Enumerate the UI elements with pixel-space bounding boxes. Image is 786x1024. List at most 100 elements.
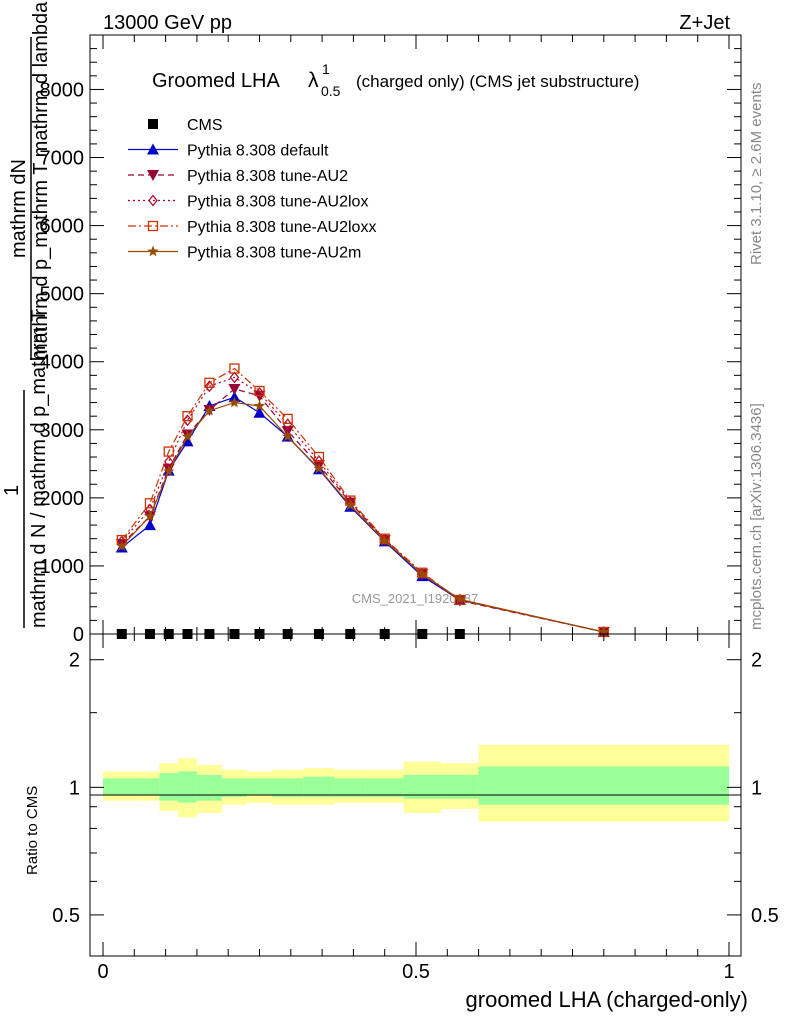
data-point (228, 396, 241, 408)
data-point (313, 451, 325, 463)
ratio-inner-band (334, 778, 366, 797)
ytick-label: 1000 (40, 556, 85, 578)
ratio-inner-band (303, 776, 335, 797)
legend: CMS Pythia 8.308 default Pythia 8.308 tune… (128, 117, 376, 262)
ytick-label: 2000 (40, 488, 85, 510)
data-point (598, 626, 610, 637)
legend-label: Pythia 8.308 tune-AU2 (187, 168, 348, 185)
series-line (121, 367, 604, 633)
data-point (228, 391, 241, 403)
data-point (254, 387, 265, 399)
ratio-inner-band (441, 774, 479, 799)
title-prefix: Groomed LHA (152, 70, 280, 92)
legend-marker (148, 194, 158, 207)
ylabel-numerator: mathrm dN (8, 159, 30, 258)
ytick-label: 3000 (40, 420, 85, 442)
ratio-inner-band (403, 774, 442, 799)
ratio-inner-band (478, 766, 729, 805)
legend-marker (147, 170, 159, 181)
data-point (182, 414, 193, 427)
ratio-ytick-label-right: 1 (751, 777, 762, 799)
title-lambda: λ (308, 69, 319, 92)
data-point (416, 568, 428, 579)
ratio-inner-band (365, 778, 404, 797)
data-point (181, 430, 194, 442)
data-point (181, 435, 194, 447)
ratio-inner-band (178, 771, 197, 803)
mcplots-label: mcplots.cern.ch [arXiv:1306.3436] (748, 403, 765, 630)
main-xaxis-ticks (102, 35, 730, 634)
ratio-xaxis-ticks: 0 0.5 1 (97, 634, 735, 983)
legend-marker (147, 220, 159, 232)
main-panel: 0 1000 2000 3000 4000 5000 6000 7000 8000 CMS_20… (40, 34, 742, 646)
ytick-label: 6000 (40, 216, 85, 238)
data-point (254, 385, 265, 397)
series-line (121, 401, 604, 633)
data-point (253, 400, 266, 411)
title-superscript: 1 (322, 61, 330, 77)
data-point (282, 430, 294, 442)
data-point (163, 465, 175, 477)
legend-marker (147, 245, 159, 257)
data-point (203, 404, 216, 416)
ytick-label: 7000 (40, 148, 85, 170)
data-point (454, 593, 466, 605)
data-point (204, 380, 215, 393)
xtick-label: 0 (97, 961, 108, 983)
series-5 (116, 396, 610, 637)
xtick-label: 1 (723, 961, 734, 983)
legend-label: Pythia 8.308 default (187, 143, 329, 160)
watermark-label: CMS_2021_I1920187 (352, 591, 479, 606)
plot-title: Groomed LHA λ 1 0.5 (charged only) (CMS … (152, 61, 639, 99)
data-point (313, 462, 325, 474)
ratio-ytick-label: 1 (69, 777, 80, 799)
xtick-label: 0.5 (402, 961, 430, 983)
x-axis-label: groomed LHA (charged-only) (466, 987, 748, 1012)
legend-marker (147, 143, 159, 155)
collision-energy-label: 13000 GeV pp (103, 12, 232, 34)
title-subscript: 0.5 (321, 83, 341, 99)
title-suffix: (charged only) (CMS jet substructure) (356, 72, 639, 91)
data-point (229, 371, 240, 384)
ratio-ytick-label-right: 2 (751, 650, 762, 672)
ratio-inner-band (103, 778, 141, 795)
main-yaxis-ticks: 0 1000 2000 3000 4000 5000 6000 7000 8000 (40, 48, 741, 646)
main-ylabel: mathrm dN mathrm d p_mathrm T mathrm d l… (1, 1, 52, 628)
ratio-inner-band (246, 778, 273, 795)
data-point (253, 406, 266, 418)
data-point (144, 510, 156, 522)
data-point (229, 363, 240, 374)
ylabel-left-denominator: mathrm d N / mathrm d p_mathrm T (28, 309, 50, 628)
ytick-label: 0 (73, 624, 84, 646)
ylabel-one: 1 (1, 485, 23, 496)
ratio-inner-band (272, 778, 304, 797)
ratio-inner-band (221, 778, 247, 797)
ratio-inner-band (140, 778, 160, 795)
legend-label: Pythia 8.308 tune-AU2lox (187, 194, 368, 211)
data-point (182, 411, 193, 422)
legend-label: Pythia 8.308 tune-AU2loxx (187, 219, 376, 236)
ratio-yaxis-ticks: 0.5 0.5 1 1 2 2 (52, 650, 779, 927)
data-point (379, 534, 391, 546)
data-point (282, 413, 293, 425)
ratio-bands (103, 744, 729, 822)
rivet-version-label: Rivet 3.1.10, ≥ 2.6M events (748, 83, 765, 266)
ratio-ytick-label: 2 (69, 650, 80, 672)
data-point (344, 499, 356, 511)
legend-label: Pythia 8.308 tune-AU2m (187, 245, 361, 262)
ytick-label: 5000 (40, 284, 85, 306)
ratio-panel: 0.5 0.51 12 2 0 0.5 1 Ratio to CMS (24, 633, 779, 983)
legend-marker (148, 119, 158, 129)
ratio-ylabel: Ratio to CMS (24, 786, 41, 875)
legend-label: CMS (187, 117, 223, 134)
ylabel-denominator: mathrm d p_mathrm T mathrm d lambda (30, 1, 52, 360)
ytick-label: 8000 (40, 79, 85, 101)
data-point (143, 519, 156, 531)
ytick-label: 4000 (40, 352, 85, 374)
data-point (163, 446, 174, 457)
data-point (204, 377, 215, 388)
ratio-ytick-label: 0.5 (52, 905, 80, 927)
ratio-ytick-label-right: 0.5 (751, 905, 779, 927)
process-label: Z+Jet (679, 12, 730, 34)
data-point (228, 383, 241, 395)
